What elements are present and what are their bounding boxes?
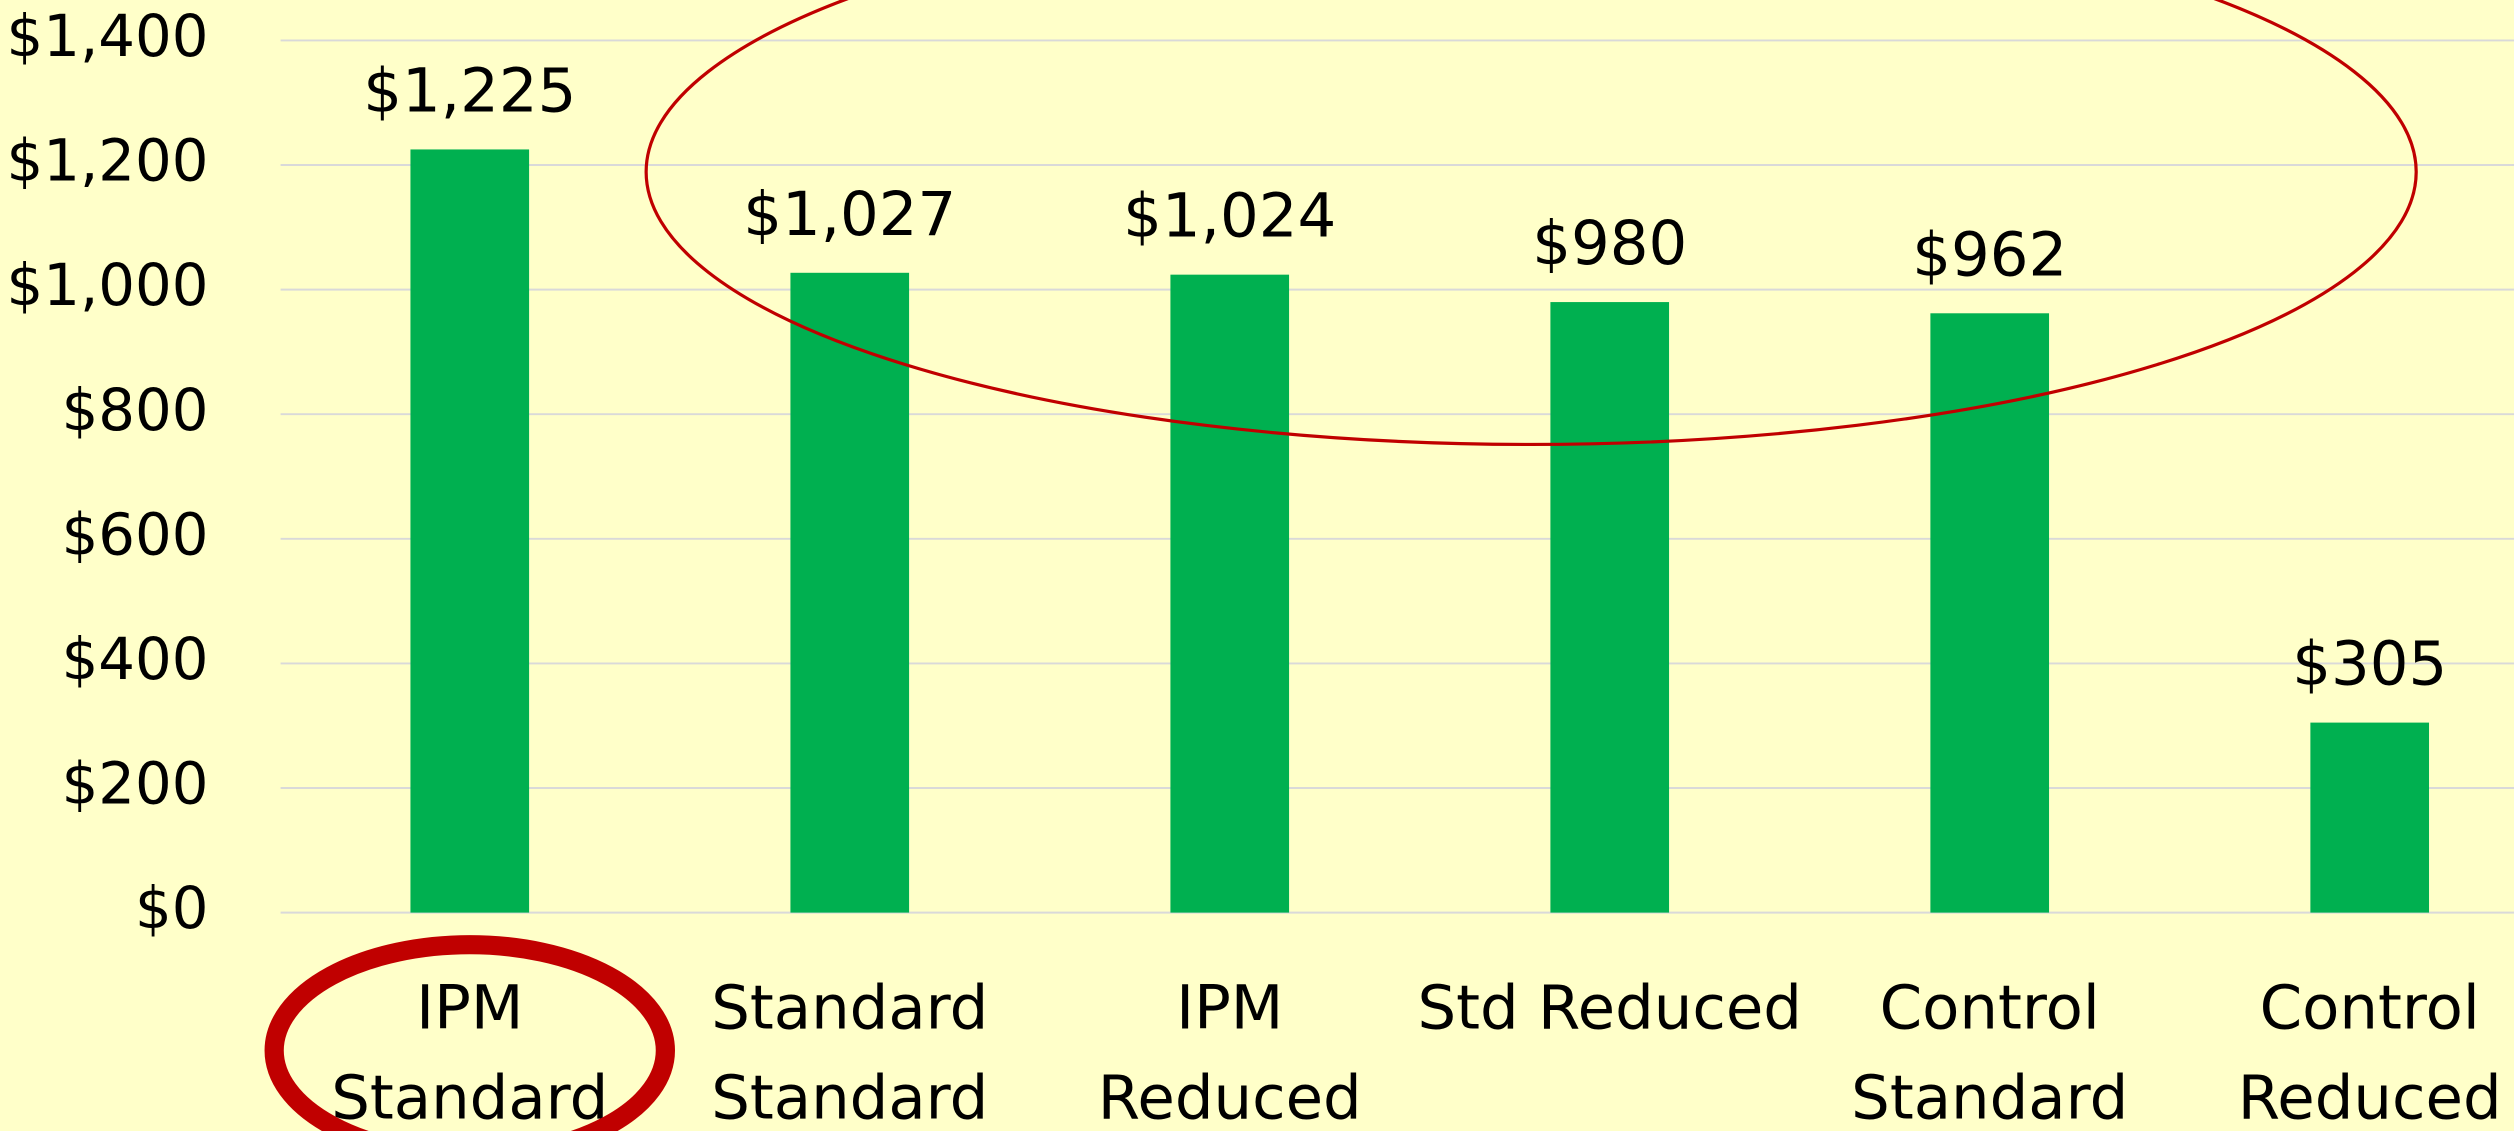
bar	[1930, 313, 2050, 913]
plot: $0 $200 $400 $600 $800 $1,000 $1,200 $1,400 $1,2…	[7, 2, 2514, 1131]
y-tick-label: $400	[62, 625, 209, 693]
x-tick-label: Reduced	[1098, 1062, 1362, 1131]
x-tick-label: Reduced	[2238, 1062, 2502, 1131]
data-label: $305	[2292, 629, 2447, 700]
y-tick-label: $0	[135, 874, 208, 942]
bar	[790, 272, 910, 913]
highlight-ellipse	[644, 0, 2418, 446]
bar	[1550, 302, 1670, 913]
data-label: $962	[1912, 219, 2067, 290]
y-tick-label: $200	[62, 750, 209, 818]
y-tick-label: $1,400	[7, 2, 209, 70]
y-tick-label: $600	[62, 500, 209, 568]
y-tick-label: $800	[62, 376, 209, 444]
y-tick-label: $1,000	[7, 251, 209, 319]
data-label: $1,027	[743, 179, 956, 250]
x-tick-label: Control	[1880, 973, 2100, 1044]
data-label: $1,024	[1123, 181, 1336, 252]
x-tick-label: Standard	[331, 1062, 608, 1131]
data-label: $1,225	[363, 56, 576, 127]
x-tick-label: IPM	[416, 973, 523, 1044]
bar	[2310, 722, 2430, 913]
x-tick-label: IPM	[1176, 973, 1283, 1044]
x-tick-label: Standard	[711, 1062, 988, 1131]
x-tick-label: Control	[2260, 973, 2480, 1044]
data-label: $980	[1532, 208, 1687, 279]
highlight-circle	[264, 935, 675, 1131]
bar	[410, 149, 530, 913]
y-tick-label: $1,200	[7, 127, 209, 195]
x-tick-label: Std Reduced	[1417, 973, 1802, 1044]
bar	[1170, 274, 1290, 913]
x-tick-label: Standard	[711, 973, 988, 1044]
x-tick-label: Standard	[1851, 1062, 2128, 1131]
